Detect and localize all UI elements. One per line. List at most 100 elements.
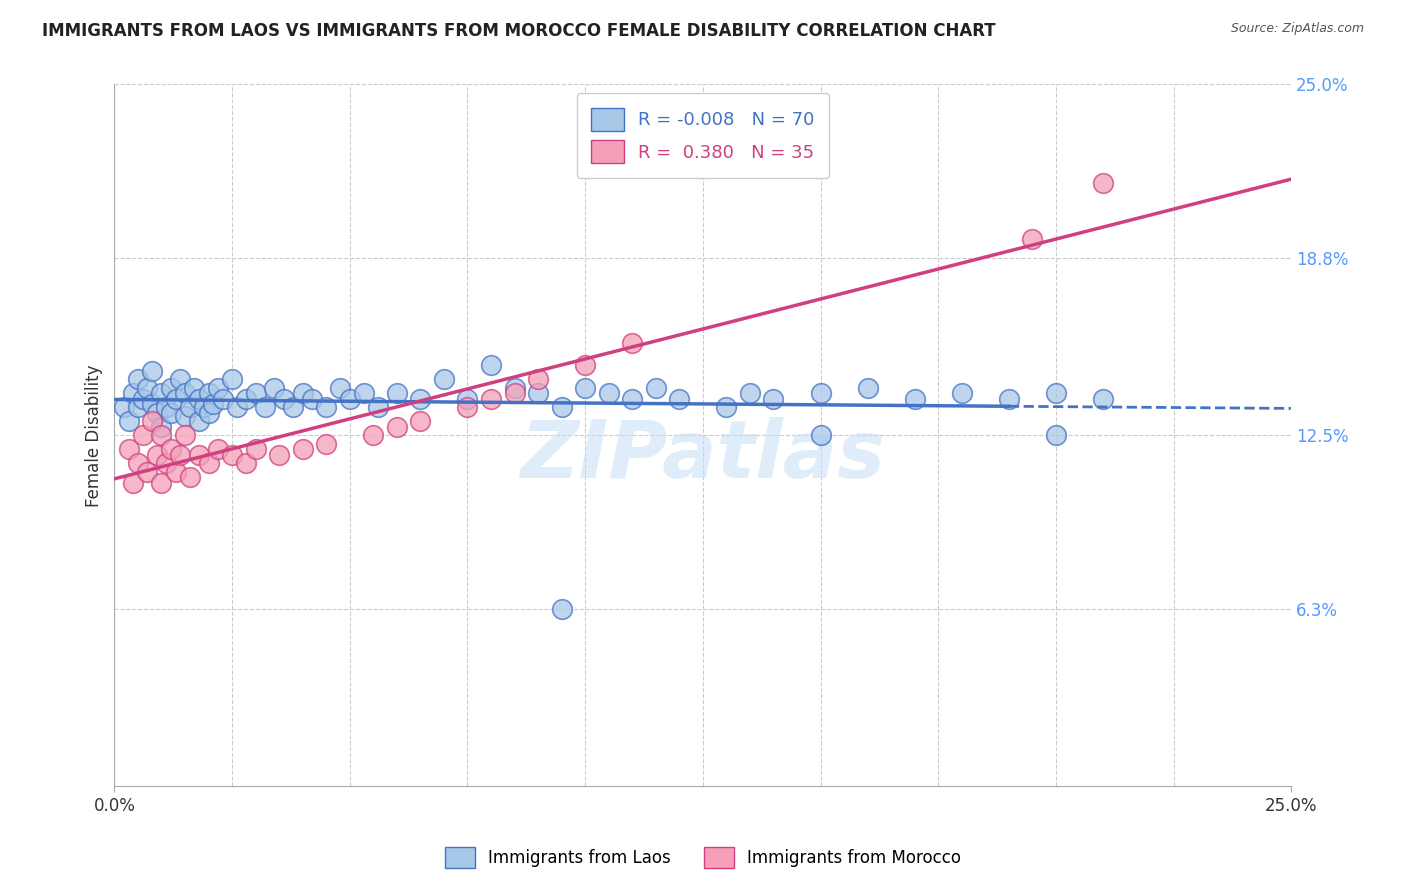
Point — [188, 414, 211, 428]
Point — [188, 392, 211, 406]
Point — [235, 392, 257, 406]
Point — [150, 428, 173, 442]
Point — [738, 386, 761, 401]
Point — [197, 406, 219, 420]
Point — [245, 386, 267, 401]
Point — [202, 397, 225, 411]
Point — [235, 456, 257, 470]
Point — [254, 401, 277, 415]
Point — [197, 456, 219, 470]
Point — [367, 401, 389, 415]
Point — [146, 448, 169, 462]
Point — [150, 420, 173, 434]
Point — [122, 475, 145, 490]
Point — [1045, 428, 1067, 442]
Point — [283, 401, 305, 415]
Point — [211, 392, 233, 406]
Point — [574, 381, 596, 395]
Point — [1021, 232, 1043, 246]
Point — [273, 392, 295, 406]
Point — [433, 372, 456, 386]
Point — [221, 372, 243, 386]
Point — [269, 448, 291, 462]
Point — [179, 401, 201, 415]
Point — [136, 465, 159, 479]
Point — [409, 414, 432, 428]
Point — [621, 392, 644, 406]
Point — [146, 406, 169, 420]
Point — [193, 401, 215, 415]
Point — [174, 386, 197, 401]
Point — [165, 392, 187, 406]
Point — [329, 381, 352, 395]
Point — [160, 406, 183, 420]
Point — [165, 465, 187, 479]
Point — [127, 456, 149, 470]
Point — [169, 372, 191, 386]
Point — [117, 414, 139, 428]
Point — [550, 401, 572, 415]
Text: IMMIGRANTS FROM LAOS VS IMMIGRANTS FROM MOROCCO FEMALE DISABILITY CORRELATION CH: IMMIGRANTS FROM LAOS VS IMMIGRANTS FROM … — [42, 22, 995, 40]
Point — [117, 442, 139, 457]
Point — [127, 401, 149, 415]
Point — [136, 381, 159, 395]
Point — [207, 381, 229, 395]
Point — [131, 428, 153, 442]
Point — [385, 386, 408, 401]
Point — [1092, 392, 1115, 406]
Point — [363, 428, 385, 442]
Point — [155, 401, 177, 415]
Point — [183, 381, 205, 395]
Point — [169, 448, 191, 462]
Point — [141, 414, 163, 428]
Point — [301, 392, 323, 406]
Point — [503, 386, 526, 401]
Point — [197, 386, 219, 401]
Point — [122, 386, 145, 401]
Point — [150, 386, 173, 401]
Point — [479, 358, 502, 372]
Point — [160, 381, 183, 395]
Point — [644, 381, 666, 395]
Point — [950, 386, 973, 401]
Point — [456, 401, 478, 415]
Point — [155, 456, 177, 470]
Point — [574, 358, 596, 372]
Point — [762, 392, 785, 406]
Point — [1092, 176, 1115, 190]
Point — [716, 401, 738, 415]
Point — [621, 335, 644, 350]
Text: ZIPatlas: ZIPatlas — [520, 417, 886, 495]
Point — [315, 401, 337, 415]
Y-axis label: Female Disability: Female Disability — [86, 364, 103, 507]
Point — [1045, 386, 1067, 401]
Point — [160, 442, 183, 457]
Point — [150, 475, 173, 490]
Legend: R = -0.008   N = 70, R =  0.380   N = 35: R = -0.008 N = 70, R = 0.380 N = 35 — [576, 94, 830, 178]
Point — [174, 409, 197, 423]
Point — [127, 372, 149, 386]
Point — [353, 386, 375, 401]
Point — [385, 420, 408, 434]
Point — [225, 401, 247, 415]
Point — [221, 448, 243, 462]
Point — [141, 364, 163, 378]
Legend: Immigrants from Laos, Immigrants from Morocco: Immigrants from Laos, Immigrants from Mo… — [437, 840, 969, 875]
Point — [291, 386, 314, 401]
Point — [291, 442, 314, 457]
Point — [207, 442, 229, 457]
Point — [179, 470, 201, 484]
Point — [263, 381, 285, 395]
Point — [668, 392, 690, 406]
Point — [598, 386, 620, 401]
Point — [527, 386, 550, 401]
Point — [856, 381, 879, 395]
Point — [315, 436, 337, 450]
Point — [112, 401, 135, 415]
Point — [998, 392, 1021, 406]
Point — [479, 392, 502, 406]
Point — [810, 386, 832, 401]
Point — [904, 392, 927, 406]
Point — [131, 392, 153, 406]
Point — [245, 442, 267, 457]
